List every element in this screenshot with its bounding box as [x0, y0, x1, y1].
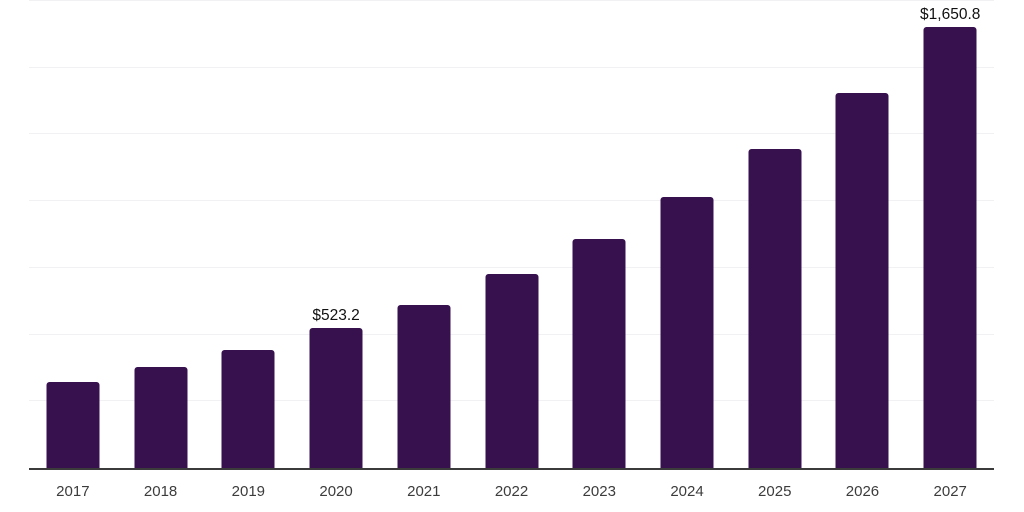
x-tick-label-2027: 2027 — [933, 483, 967, 500]
bar-band-2021 — [380, 1, 468, 468]
bar-band-2027: $1,650.8 — [906, 1, 994, 468]
bar-band-2024 — [643, 1, 731, 468]
bar-2018 — [134, 367, 188, 468]
bar-band-2017 — [29, 1, 117, 468]
x-tick-label-2018: 2018 — [143, 483, 178, 500]
bar-2024 — [660, 197, 714, 468]
gridline — [29, 0, 994, 1]
x-axis-labels: 2017 2018 2019 2020 2021 2022 2023 2024 2025 2026… — [29, 484, 994, 499]
x-tick-label-2025: 2025 — [758, 483, 792, 500]
x-tick-label-2019: 2019 — [231, 483, 266, 500]
bar-band-2018 — [117, 1, 205, 468]
bar-2025 — [748, 149, 802, 468]
bar-value-label-2027: $1,650.8 — [920, 5, 981, 23]
x-tick-label-2024: 2024 — [670, 483, 704, 500]
gridline — [29, 200, 994, 202]
bar-2026 — [835, 93, 889, 468]
gridline — [29, 133, 994, 135]
gridline — [29, 66, 994, 68]
x-tick-label-2020: 2020 — [319, 483, 353, 500]
x-tick-label-2017: 2017 — [56, 483, 90, 500]
bars-container: $523.2 $1,650.8 — [29, 1, 994, 468]
bar-2027 — [923, 27, 977, 468]
gridline — [29, 266, 994, 268]
x-tick-label-2026: 2026 — [845, 483, 880, 500]
bar-band-2022 — [468, 1, 556, 468]
bar-2021 — [397, 305, 451, 468]
bar-band-2026 — [819, 1, 907, 468]
bar-2019 — [221, 349, 275, 468]
bar-band-2020: $523.2 — [292, 1, 380, 468]
x-tick-label-2021: 2021 — [407, 483, 441, 500]
bar-value-label-2020: $523.2 — [312, 306, 360, 324]
bar-band-2025 — [731, 1, 819, 468]
bar-2020 — [309, 328, 363, 468]
x-axis-line — [29, 468, 994, 470]
plot-area: $523.2 $1,650.8 — [29, 0, 994, 470]
x-tick-label-2022: 2022 — [494, 483, 529, 500]
bar-2017 — [46, 381, 100, 468]
bar-band-2019 — [204, 1, 292, 468]
bar-2022 — [485, 274, 539, 468]
x-tick-label-2023: 2023 — [582, 483, 616, 500]
bar-band-2023 — [555, 1, 643, 468]
bar-2023 — [572, 239, 626, 468]
